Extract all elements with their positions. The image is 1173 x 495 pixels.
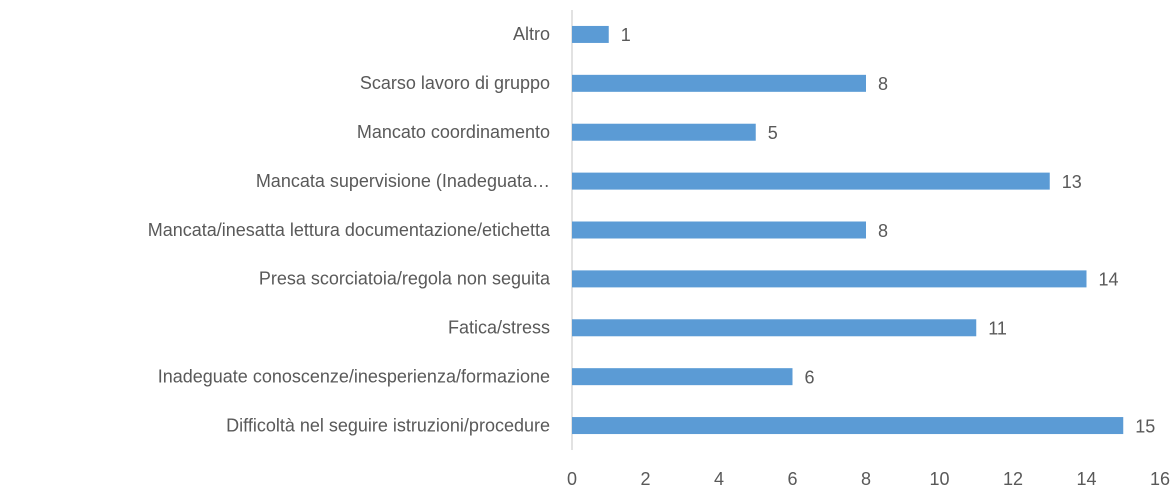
bar [572, 221, 866, 239]
x-tick-label: 16 [1150, 469, 1170, 489]
y-tick-label: Mancato coordinamento [357, 122, 550, 142]
y-tick-label: Mancata supervisione (Inadeguata… [256, 171, 550, 191]
x-tick-label: 10 [929, 469, 949, 489]
x-tick-label: 14 [1076, 469, 1096, 489]
x-tick-label: 8 [861, 469, 871, 489]
bar [572, 368, 793, 386]
y-tick-label: Mancata/inesatta lettura documentazione/… [148, 220, 551, 240]
bar [572, 417, 1124, 435]
data-label: 8 [878, 221, 888, 241]
data-label: 13 [1062, 172, 1082, 192]
bar [572, 319, 977, 337]
y-tick-label: Altro [513, 24, 550, 44]
bar [572, 123, 756, 141]
bar [572, 270, 1087, 288]
y-tick-label: Inadeguate conoscenze/inesperienza/forma… [158, 366, 550, 386]
x-tick-label: 4 [714, 469, 724, 489]
bar [572, 74, 866, 92]
data-label: 14 [1099, 270, 1119, 290]
y-tick-label: Difficoltà nel seguire istruzioni/proced… [226, 415, 550, 435]
data-label: 15 [1135, 416, 1155, 436]
data-label: 11 [988, 319, 1007, 339]
data-label: 1 [621, 25, 631, 45]
x-tick-label: 6 [787, 469, 797, 489]
bar [572, 172, 1050, 190]
y-tick-label: Presa scorciatoia/regola non seguita [259, 269, 551, 289]
data-label: 8 [878, 74, 888, 94]
y-tick-label: Scarso lavoro di gruppo [360, 73, 550, 93]
data-label: 6 [805, 367, 815, 387]
x-tick-label: 0 [567, 469, 577, 489]
x-tick-label: 2 [640, 469, 650, 489]
x-tick-label: 12 [1003, 469, 1023, 489]
data-label: 5 [768, 123, 778, 143]
bar [572, 25, 609, 43]
y-tick-label: Fatica/stress [448, 318, 550, 338]
